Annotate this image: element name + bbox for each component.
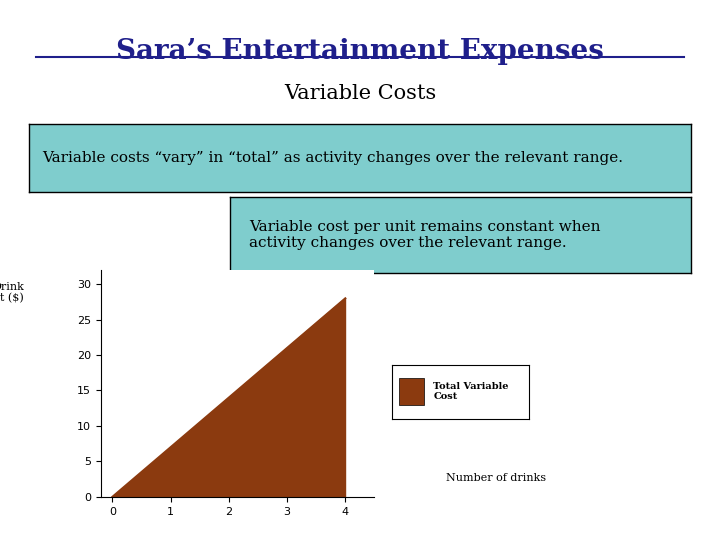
Text: Variable Costs: Variable Costs bbox=[284, 84, 436, 103]
Text: Variable costs “vary” in “total” as activity changes over the relevant range.: Variable costs “vary” in “total” as acti… bbox=[42, 151, 623, 165]
Y-axis label: Drink
Cost ($): Drink Cost ($) bbox=[0, 282, 24, 303]
Text: Sara’s Entertainment Expenses: Sara’s Entertainment Expenses bbox=[116, 38, 604, 65]
Text: Total Variable
Cost: Total Variable Cost bbox=[433, 382, 509, 401]
Text: Variable cost per unit remains constant when
activity changes over the relevant : Variable cost per unit remains constant … bbox=[249, 220, 600, 250]
FancyBboxPatch shape bbox=[399, 378, 424, 405]
Polygon shape bbox=[112, 298, 346, 497]
Text: Number of drinks: Number of drinks bbox=[446, 473, 546, 483]
